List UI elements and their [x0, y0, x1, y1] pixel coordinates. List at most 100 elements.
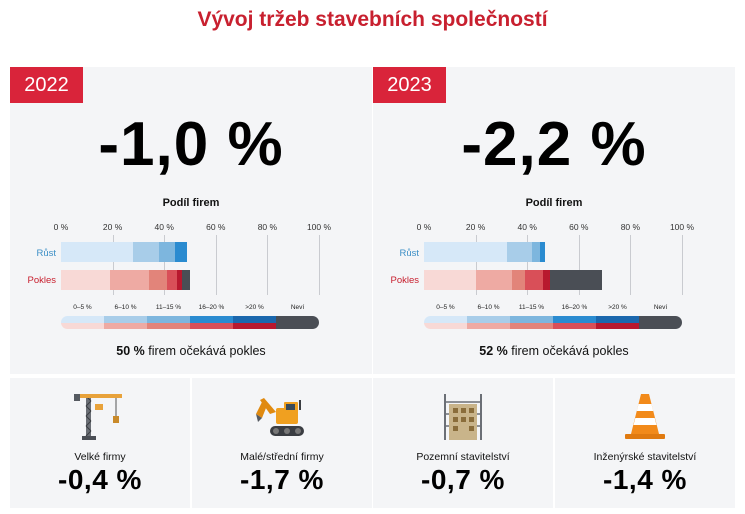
summary-rest: firem očekává pokles: [507, 344, 629, 358]
legend-label: 0–5 %: [436, 304, 455, 311]
decline-bar-segment: [524, 270, 543, 290]
decline-row-label: Pokles: [27, 275, 56, 286]
gridline: [319, 235, 320, 295]
decline-bar-segment: [542, 270, 551, 290]
legend-swatch: [467, 316, 510, 329]
legend-swatch: [424, 316, 467, 329]
x-tick-label: 80 %: [620, 222, 641, 232]
gridline: [578, 235, 580, 295]
summary-text: 50 % firem očekává pokles: [10, 344, 372, 358]
card-label: Pozemní stavitelství: [416, 451, 510, 463]
card-value: -1,4 %: [603, 464, 687, 495]
legend-swatch: [639, 316, 682, 329]
legend-swatch: [147, 316, 190, 329]
year-badge: 2022: [10, 67, 83, 103]
growth-bar-segment: [506, 242, 533, 262]
card-label: Inženýrské stavitelství: [593, 451, 697, 463]
decline-bar-segment: [424, 270, 476, 290]
legend-swatch: [233, 316, 276, 329]
card-building-construction: Pozemní stavitelství -0,7 %: [373, 378, 553, 508]
legend-label: 11–15 %: [155, 304, 182, 311]
excavator-icon: [256, 398, 304, 436]
legend-label: 6–10 %: [114, 304, 137, 311]
legend-label: >20 %: [245, 304, 264, 311]
panel-2022: 2022 -1,0 % Podíl firem Růst Pokles 0–5 …: [10, 67, 372, 374]
x-tick-label: 60 %: [206, 222, 226, 232]
growth-bar-segment: [532, 242, 541, 262]
legend-swatch: [276, 316, 319, 329]
growth-bar-segment: [174, 242, 188, 262]
x-tick-label: 20 %: [102, 222, 123, 232]
growth-bar-segment: [159, 242, 175, 262]
x-tick-label: 100 %: [306, 222, 332, 232]
summary-rest: firem očekává pokles: [144, 344, 266, 358]
card-civil-engineering: Inženýrské stavitelství -1,4 %: [555, 378, 735, 508]
chart-title: Podíl firem: [162, 197, 220, 209]
legend-swatch: [61, 316, 104, 329]
year-badge: 2023: [373, 67, 446, 103]
x-tick-label: 60 %: [569, 222, 589, 232]
legend-labels: 0–5 % 6–10 % 11–15 % 16–20 % >20 % Neví: [61, 304, 319, 311]
decline-bar-segment: [475, 270, 512, 290]
legend-swatch: [510, 316, 553, 329]
growth-bar-segment: [133, 242, 160, 262]
decline-bar-segment: [61, 270, 111, 290]
legend-swatch: [553, 316, 596, 329]
growth-bar-segment: [61, 242, 134, 262]
growth-bar-segment: [540, 242, 546, 262]
x-tick-label: 0 %: [53, 222, 69, 232]
big-value: -2,2 %: [461, 110, 647, 179]
chart-title: Podíl firem: [525, 197, 583, 209]
card-small-medium-firms: Malé/střední firmy -1,7 %: [192, 378, 372, 508]
building-construction-icon: [444, 394, 482, 440]
legend-bar: [61, 316, 319, 329]
gridline: [682, 235, 683, 295]
page-title: Vývoj tržeb stavebních společností: [197, 8, 548, 31]
gridline: [112, 235, 114, 295]
decline-bar-segment: [182, 270, 190, 290]
x-tick-label: 0 %: [416, 222, 432, 232]
decline-bar-segment: [110, 270, 149, 290]
legend-bar: [424, 316, 682, 329]
card-value: -1,7 %: [240, 464, 324, 495]
x-tick-label: 100 %: [669, 222, 695, 232]
card-value: -0,7 %: [421, 464, 505, 495]
growth-bar-segment: [424, 242, 507, 262]
growth-row-label: Růst: [36, 248, 56, 259]
summary-text: 52 % firem očekává pokles: [373, 344, 735, 358]
card-label: Velké firmy: [74, 451, 126, 463]
legend-label: 11–15 %: [518, 304, 545, 311]
card-large-firms: Velké firmy -0,4 %: [10, 378, 190, 508]
legend-labels: 0–5 % 6–10 % 11–15 % 16–20 % >20 % Neví: [424, 304, 682, 311]
traffic-cone-icon: [625, 394, 665, 439]
x-tick-label: 40 %: [154, 222, 174, 232]
decline-bar-segment: [177, 270, 183, 290]
big-value: -1,0 %: [98, 110, 284, 179]
legend-label: 16–20 %: [198, 304, 225, 311]
legend-label: Neví: [653, 304, 668, 311]
gridline: [267, 235, 269, 295]
decline-bar-segment: [511, 270, 525, 290]
x-tick-label: 80 %: [257, 222, 278, 232]
decline-bar-segment: [166, 270, 178, 290]
crane-icon: [74, 394, 122, 440]
summary-percent: 52 %: [479, 344, 508, 358]
legend-swatch: [190, 316, 233, 329]
summary-percent: 50 %: [116, 344, 145, 358]
card-value: -0,4 %: [58, 464, 142, 495]
legend-swatch: [104, 316, 147, 329]
gridline: [527, 235, 529, 295]
legend-label: 0–5 %: [73, 304, 92, 311]
panel-2023: 2023 -2,2 % Podíl firem Růst Pokles 0–5 …: [373, 67, 735, 374]
gridline: [215, 235, 217, 295]
decline-row-label: Pokles: [390, 275, 419, 286]
decline-bar-segment: [550, 270, 602, 290]
gridline: [164, 235, 166, 295]
legend-swatch: [596, 316, 639, 329]
x-tick-label: 20 %: [465, 222, 486, 232]
gridline: [630, 235, 632, 295]
gridline: [475, 235, 477, 295]
legend-label: >20 %: [608, 304, 627, 311]
decline-bar-segment: [148, 270, 167, 290]
x-tick-label: 40 %: [517, 222, 537, 232]
